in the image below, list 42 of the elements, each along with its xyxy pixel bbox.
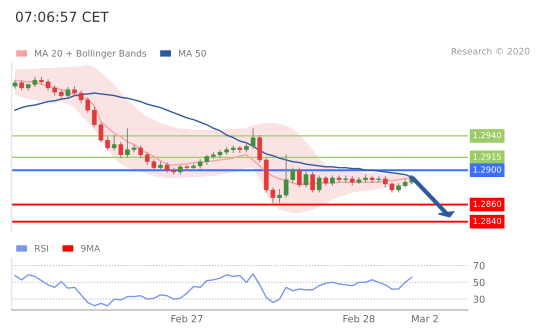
candlestick	[257, 134, 262, 164]
candlestick	[138, 144, 143, 159]
y-tick-label: 70	[474, 262, 485, 270]
candlestick	[164, 162, 170, 174]
chart-title: 07:06:57 CET	[16, 12, 109, 22]
x-tick-label: Feb 27	[172, 314, 202, 322]
candlestick	[144, 152, 150, 166]
legend-label: MA 50	[179, 50, 206, 57]
candlestick	[304, 170, 308, 188]
candlestick	[270, 186, 276, 204]
candlestick	[350, 176, 355, 186]
y-tick-label: 50	[474, 278, 485, 286]
candlestick	[310, 171, 315, 194]
ref-line-label: 1.2915	[473, 153, 501, 160]
ref-line-label: 1.2840	[473, 218, 502, 224]
x-tick-label: Mar 2	[412, 315, 438, 322]
candlestick	[323, 176, 328, 186]
legend-label: 9MA	[81, 244, 100, 252]
line-series	[14, 273, 412, 306]
ref-line-label: 1.2940	[473, 132, 502, 138]
candlestick	[66, 86, 70, 99]
legend-label: RSI	[35, 244, 48, 252]
candlestick	[58, 89, 64, 100]
x-tick-label: Feb 28	[344, 314, 375, 322]
y-tick-label: 30	[474, 296, 485, 303]
candlestick	[316, 174, 322, 194]
candlestick	[376, 176, 382, 183]
legend-label: MA 20 + Bollinger Bands	[35, 50, 146, 58]
candlestick	[178, 164, 183, 176]
candlestick	[85, 96, 90, 114]
ref-line-label: 1.2860	[473, 200, 502, 207]
ref-line-label: 1.2900	[473, 166, 502, 173]
candlestick	[204, 154, 210, 166]
candlestick	[112, 134, 117, 152]
candlestick	[152, 158, 156, 171]
text: Research © 2020	[452, 48, 530, 55]
candlestick	[118, 141, 124, 159]
candlestick	[19, 80, 24, 92]
candlestick	[32, 76, 38, 88]
candlestick	[330, 174, 335, 186]
candlestick	[297, 167, 302, 188]
candlestick	[290, 167, 296, 184]
